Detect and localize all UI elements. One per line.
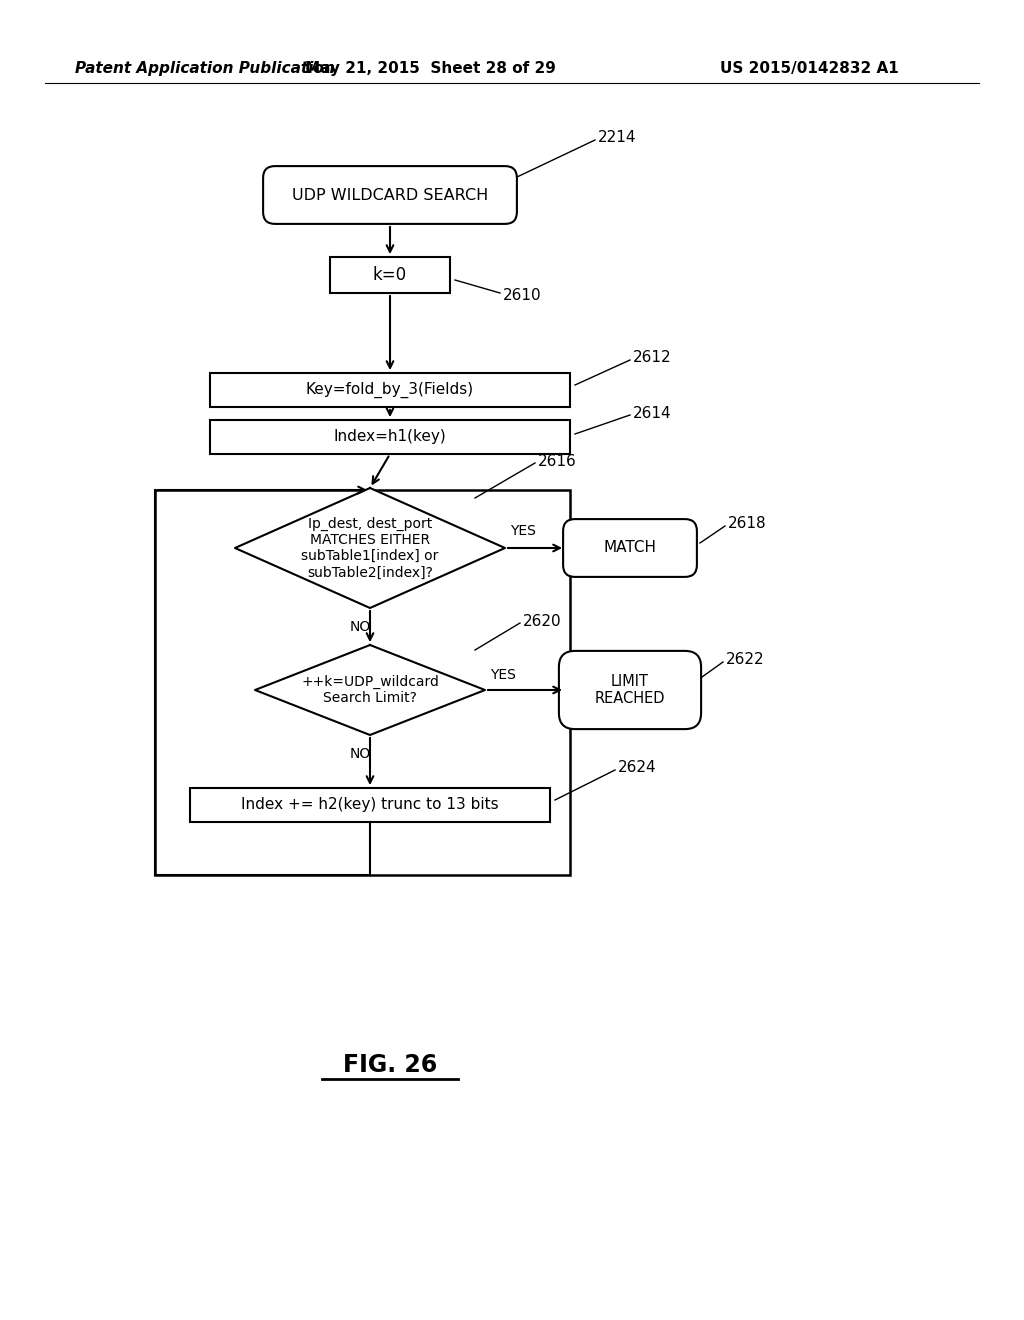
Text: UDP WILDCARD SEARCH: UDP WILDCARD SEARCH: [292, 187, 488, 202]
Text: NO: NO: [349, 620, 371, 634]
Text: 2214: 2214: [598, 129, 637, 144]
Text: 2618: 2618: [728, 516, 767, 532]
Polygon shape: [255, 645, 485, 735]
Text: 2616: 2616: [538, 454, 577, 469]
Text: LIMIT
REACHED: LIMIT REACHED: [595, 673, 666, 706]
Text: Patent Application Publication: Patent Application Publication: [75, 61, 335, 75]
Bar: [190, 788, 550, 822]
Polygon shape: [234, 488, 505, 609]
Text: US 2015/0142832 A1: US 2015/0142832 A1: [720, 61, 899, 75]
Text: 2610: 2610: [503, 288, 542, 302]
Text: YES: YES: [510, 524, 536, 539]
Text: Ip_dest, dest_port
MATCHES EITHER
subTable1[index] or
subTable2[index]?: Ip_dest, dest_port MATCHES EITHER subTab…: [301, 516, 438, 579]
Text: ++k=UDP_wildcard
Search Limit?: ++k=UDP_wildcard Search Limit?: [301, 675, 439, 705]
Text: Index=h1(key): Index=h1(key): [334, 429, 446, 445]
Bar: [210, 420, 570, 454]
FancyBboxPatch shape: [559, 651, 701, 729]
Bar: [210, 374, 570, 407]
Text: NO: NO: [349, 747, 371, 762]
Text: Key=fold_by_3(Fields): Key=fold_by_3(Fields): [306, 381, 474, 399]
FancyBboxPatch shape: [263, 166, 517, 224]
Text: k=0: k=0: [373, 267, 408, 284]
FancyBboxPatch shape: [563, 519, 697, 577]
Text: YES: YES: [490, 668, 516, 682]
Text: 2624: 2624: [618, 760, 656, 776]
Bar: [330, 257, 450, 293]
Text: 2622: 2622: [726, 652, 765, 668]
Text: 2612: 2612: [633, 351, 672, 366]
Text: MATCH: MATCH: [603, 540, 656, 556]
Text: 2614: 2614: [633, 405, 672, 421]
Bar: [155, 490, 570, 875]
Text: Index += h2(key) trunc to 13 bits: Index += h2(key) trunc to 13 bits: [242, 797, 499, 813]
Text: FIG. 26: FIG. 26: [343, 1053, 437, 1077]
Text: 2620: 2620: [523, 614, 561, 628]
Text: May 21, 2015  Sheet 28 of 29: May 21, 2015 Sheet 28 of 29: [304, 61, 555, 75]
